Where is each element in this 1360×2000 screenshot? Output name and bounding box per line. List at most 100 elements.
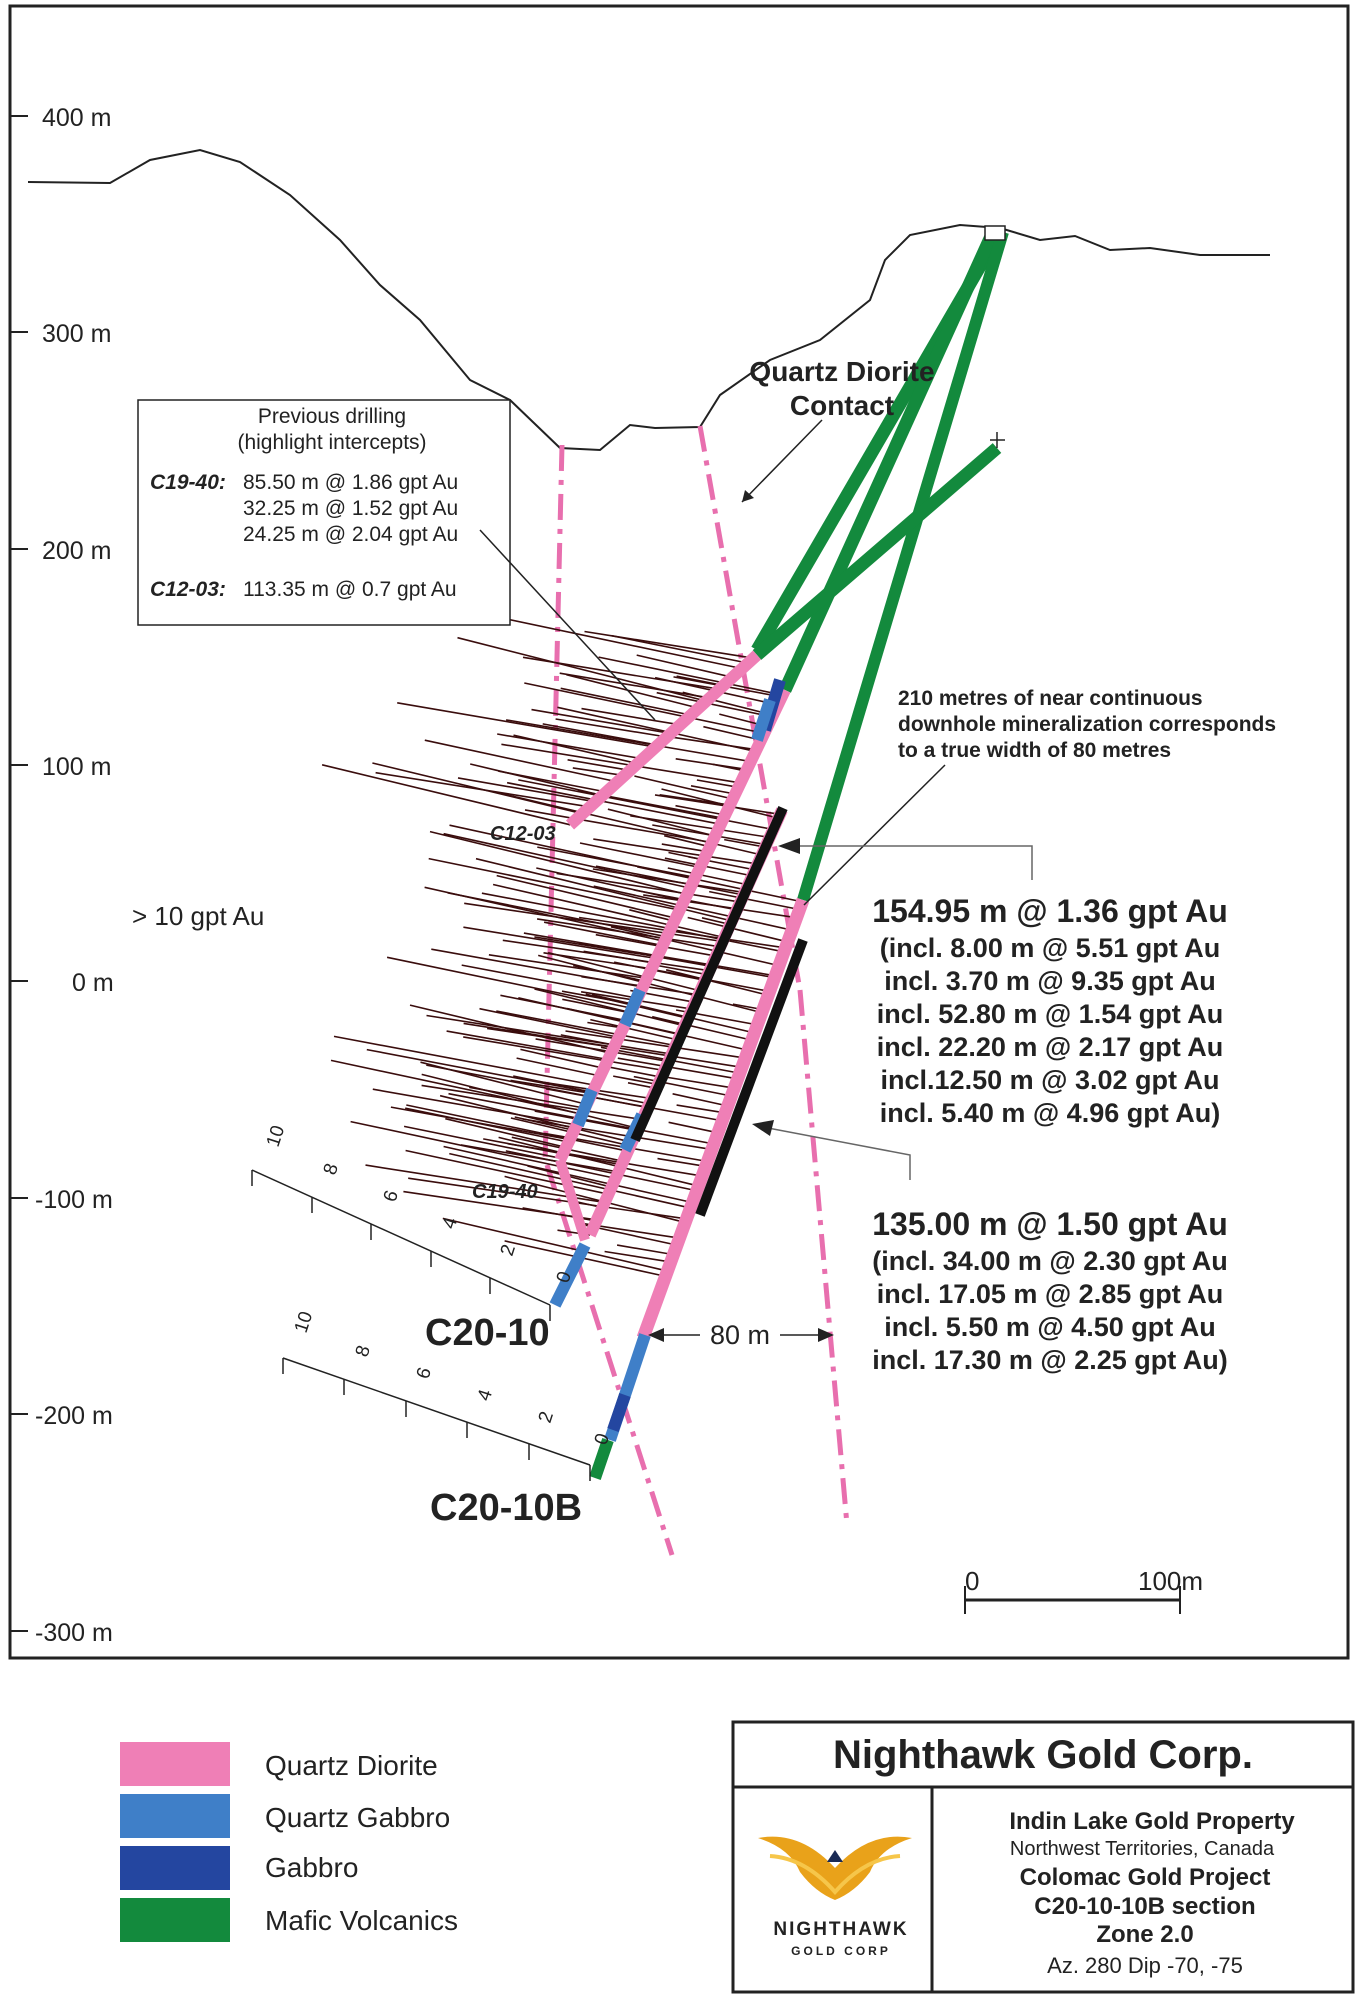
assay-trace	[498, 1136, 696, 1187]
elevation-label-minus100: -100 m	[35, 1186, 113, 1214]
assay-trace	[426, 1014, 672, 1055]
assay-trace	[560, 687, 692, 716]
assay-trace	[531, 708, 671, 735]
callout-leader-c1940	[479, 529, 656, 721]
assay-trace	[590, 1018, 679, 1041]
assay-trace	[557, 706, 756, 753]
assay-trace	[652, 1015, 751, 1041]
assay-trace	[497, 733, 643, 760]
contact-label-line1: Quartz Diorite	[749, 356, 934, 387]
assay-trace	[365, 1164, 605, 1204]
depth-scale-c2010	[251, 1169, 551, 1321]
elevation-label-0: 0 m	[72, 969, 114, 997]
assay-trace	[562, 998, 631, 1014]
scale-c2010-tick-6: 6	[380, 1188, 403, 1205]
assay-trace	[593, 885, 792, 931]
assay-trace	[522, 1207, 597, 1222]
assay-trace	[542, 723, 659, 746]
assay-trace	[637, 866, 803, 903]
assay-trace	[545, 1088, 721, 1122]
assay-trace	[350, 1120, 616, 1180]
assay-trace	[461, 964, 638, 999]
c2010b-incl-3: incl. 5.50 m @ 4.50 gpt Au	[884, 1312, 1215, 1342]
assay-trace	[475, 857, 733, 922]
assay-trace	[535, 1038, 669, 1063]
mineralization-note: 210 metres of near continuous downhole m…	[803, 687, 1276, 906]
scale-c2010b-tick-10: 10	[291, 1309, 318, 1336]
collar-marker	[984, 225, 1006, 241]
assay-trace	[504, 1175, 683, 1223]
assay-trace	[556, 872, 741, 903]
elevation-label-400: 400 m	[42, 104, 111, 132]
assay-trace	[534, 988, 685, 1027]
assay-trace	[518, 779, 774, 831]
company-name: Nighthawk Gold Corp.	[833, 1733, 1253, 1777]
hole-c2010-diorite	[554, 687, 791, 1163]
previous-drilling-box: Previous drilling (highlight intercepts)…	[137, 399, 511, 626]
assay-trace	[724, 838, 766, 848]
hole-c1940-diorite	[636, 897, 810, 1341]
scale-bar: 0 100m	[964, 1566, 1203, 1614]
assay-trace	[333, 1035, 596, 1087]
assay-trace	[506, 781, 721, 826]
assay-trace	[591, 993, 754, 1034]
assay-trace	[439, 1094, 633, 1144]
contact-label-line2: Contact	[790, 390, 894, 421]
assay-trace	[502, 939, 710, 972]
title-block: Nighthawk Gold Corp. Indin Lake Gold Pro…	[731, 1720, 1355, 1994]
assay-trace	[559, 672, 710, 699]
hole-label-c1940: C19-40	[472, 1181, 538, 1203]
assay-trace	[675, 758, 748, 771]
assay-trace	[595, 865, 744, 896]
mineralization-note-line1: 210 metres of near continuous	[898, 687, 1203, 710]
assay-trace	[675, 929, 784, 953]
assay-trace	[654, 794, 781, 816]
assay-trace	[579, 842, 701, 869]
logo-subtitle: GOLD CORP	[791, 1944, 891, 1958]
logo-wordmark: NIGHTHAWK	[773, 1919, 908, 1940]
assay-trace	[372, 1088, 577, 1126]
c1203-intercept: 113.35 m @ 0.7 gpt Au	[243, 578, 457, 601]
c2010-incl-6: incl. 5.40 m @ 4.96 gpt Au)	[880, 1098, 1220, 1128]
assay-trace	[611, 634, 749, 664]
assay-trace	[505, 719, 751, 763]
assay-trace	[543, 921, 663, 947]
assay-trace	[522, 1118, 710, 1150]
true-width-indicator: 80 m	[648, 1320, 834, 1350]
assay-trace	[665, 969, 768, 996]
assay-trace	[595, 933, 717, 957]
legend: Quartz Diorite Quartz Gabbro Gabbro Mafi…	[120, 1742, 458, 1942]
assay-trace	[661, 1075, 733, 1089]
legend-swatch-mafic-volcanics	[120, 1898, 230, 1942]
assay-trace	[616, 1244, 670, 1255]
assay-trace	[405, 1107, 569, 1143]
assay-trace	[421, 1073, 639, 1130]
section-frame	[8, 4, 1350, 1660]
assay-trace	[405, 1149, 609, 1195]
azimuth-dip: Az. 280 Dip -70, -75	[1047, 1953, 1243, 1978]
legend-swatch-quartz-gabbro	[120, 1794, 230, 1838]
c2010-incl-4: incl. 22.20 m @ 2.17 gpt Au	[877, 1032, 1223, 1062]
intercept-bar-c2010b	[695, 938, 808, 1217]
assay-trace	[578, 942, 774, 979]
assay-trace	[682, 691, 774, 716]
assay-trace	[555, 718, 667, 738]
section-name: C20-10-10B section	[1034, 1893, 1255, 1920]
property-location: Northwest Territories, Canada	[1010, 1838, 1275, 1860]
c1940-intercept-3: 24.25 m @ 2.04 gpt Au	[243, 523, 458, 546]
assay-trace	[565, 1030, 744, 1059]
assay-trace	[709, 890, 800, 911]
assay-trace	[661, 788, 779, 819]
assay-trace	[660, 734, 757, 751]
assay-trace	[604, 1250, 668, 1263]
assay-trace	[613, 1075, 659, 1086]
c2010b-incl-4: incl. 17.30 m @ 2.25 gpt Au)	[872, 1345, 1227, 1375]
c2010b-incl-1: (incl. 34.00 m @ 2.30 gpt Au	[872, 1246, 1227, 1276]
assay-trace	[676, 1104, 724, 1114]
scale-c2010b-tick-6: 6	[413, 1365, 436, 1382]
scale-c2010b-tick-8: 8	[352, 1343, 375, 1360]
elevation-label-200: 200 m	[42, 537, 111, 565]
assay-trace	[667, 867, 749, 886]
hole-label-c1203: C12-03	[490, 823, 556, 845]
mineralization-note-line2: downhole mineralization corresponds	[898, 713, 1276, 736]
